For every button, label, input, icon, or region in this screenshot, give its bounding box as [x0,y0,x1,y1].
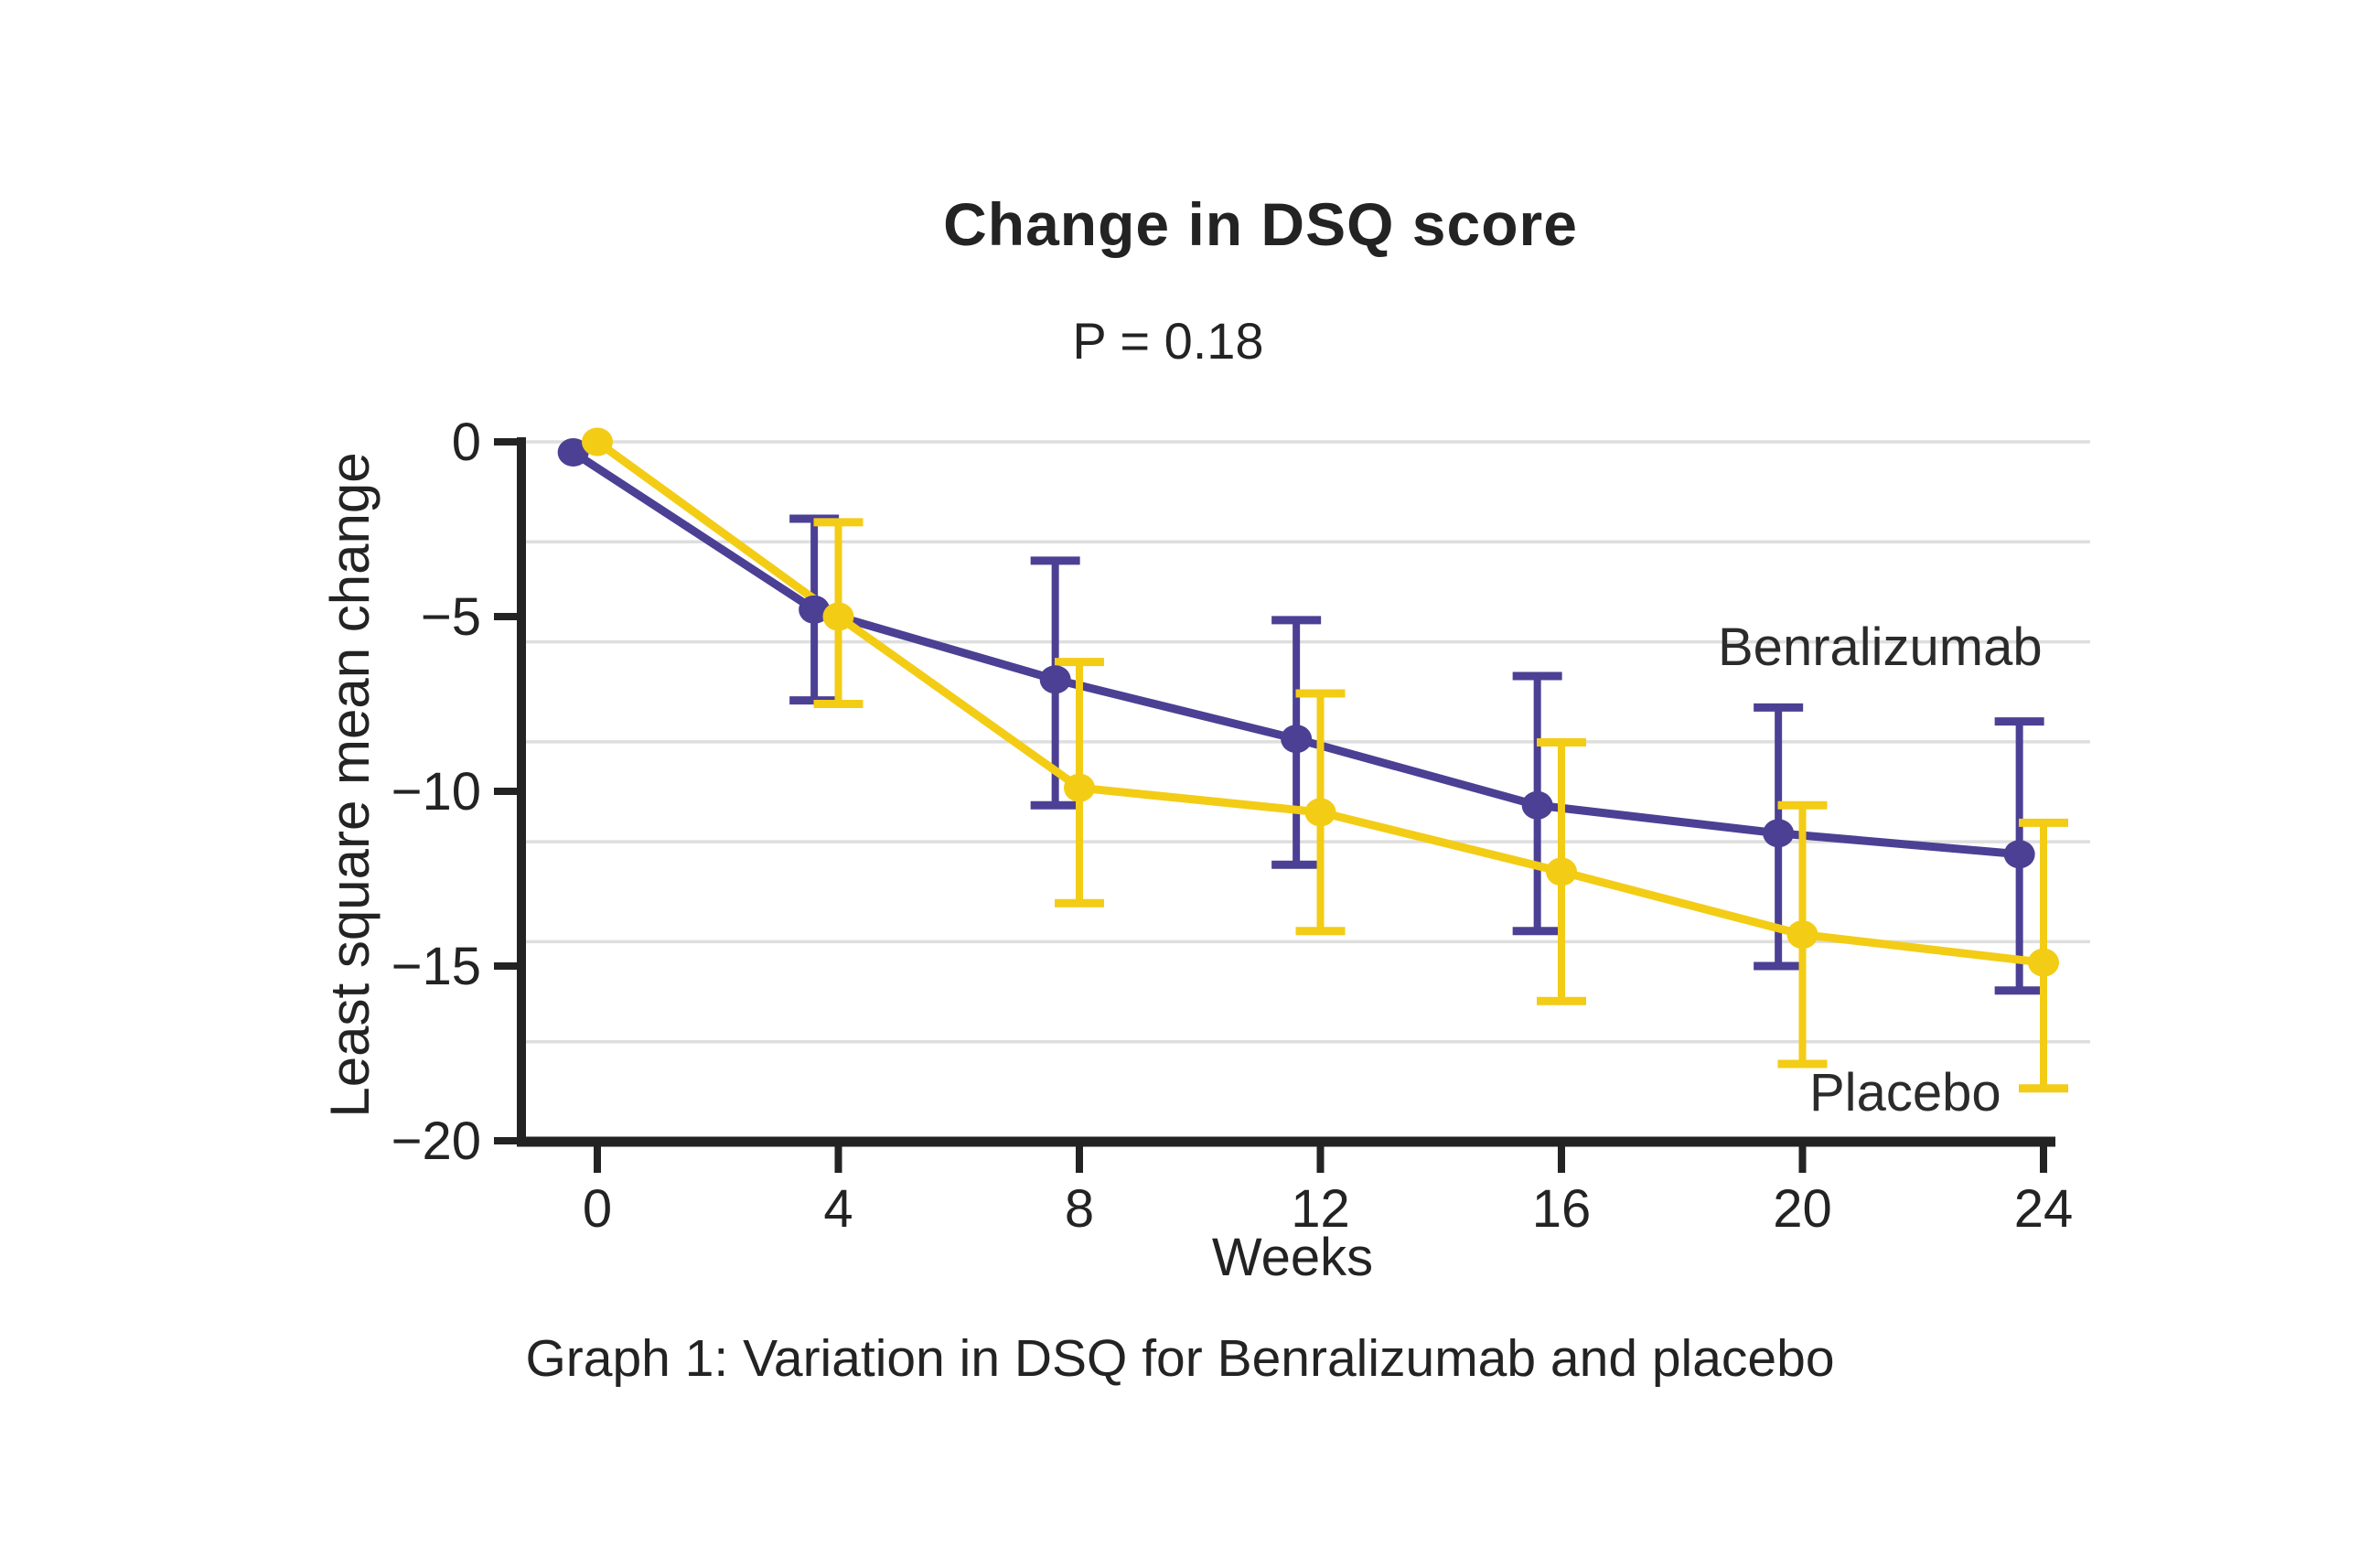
points-placebo [582,427,2059,977]
figure-caption: Graph 1: Variation in DSQ for Benralizum… [525,1329,1835,1388]
x-tick-label: 12 [1291,1179,1350,1239]
data-point [1786,920,1818,950]
data-point [2028,948,2059,977]
x-tick-label: 8 [1065,1179,1094,1239]
points-benralizumab [557,437,2035,869]
x-axis-title: Weeks [1211,1228,1374,1287]
data-point [1281,725,1313,754]
data-point [1064,773,1095,802]
series-benralizumab [569,447,2044,995]
x-tick-label: 0 [583,1179,612,1239]
data-point [1546,857,1577,886]
chart-title: Change in DSQ score [943,190,1578,258]
y-tick-label: −10 [392,762,481,822]
data-point [1304,798,1336,827]
data-point [1521,790,1553,820]
y-tick-label: −5 [421,587,481,647]
x-ticks: 0 4 8 12 16 20 24 [583,1142,2073,1239]
x-tick-label: 16 [1532,1179,1592,1239]
series-label-placebo: Placebo [1809,1063,2001,1122]
data-point [557,437,589,467]
data-point [799,595,831,624]
y-tick-label: 0 [452,413,481,472]
x-tick-label: 20 [1773,1179,1832,1239]
axes [517,437,2055,1147]
y-ticks: 0 −5 −10 −15 −20 [392,413,521,1171]
data-point [1039,665,1071,694]
series-label-benralizumab: Benralizumab [1718,618,2043,677]
y-tick-label: −15 [392,937,481,996]
data-point [822,602,854,631]
y-tick-label: −20 [392,1112,481,1171]
data-point [1763,819,1795,848]
data-point [582,427,613,456]
series-placebo [593,437,2068,1093]
x-tick-label: 4 [823,1179,853,1239]
p-value-label: P = 0.18 [1072,312,1264,370]
data-point [2003,840,2035,869]
x-tick-label: 24 [2014,1179,2074,1239]
